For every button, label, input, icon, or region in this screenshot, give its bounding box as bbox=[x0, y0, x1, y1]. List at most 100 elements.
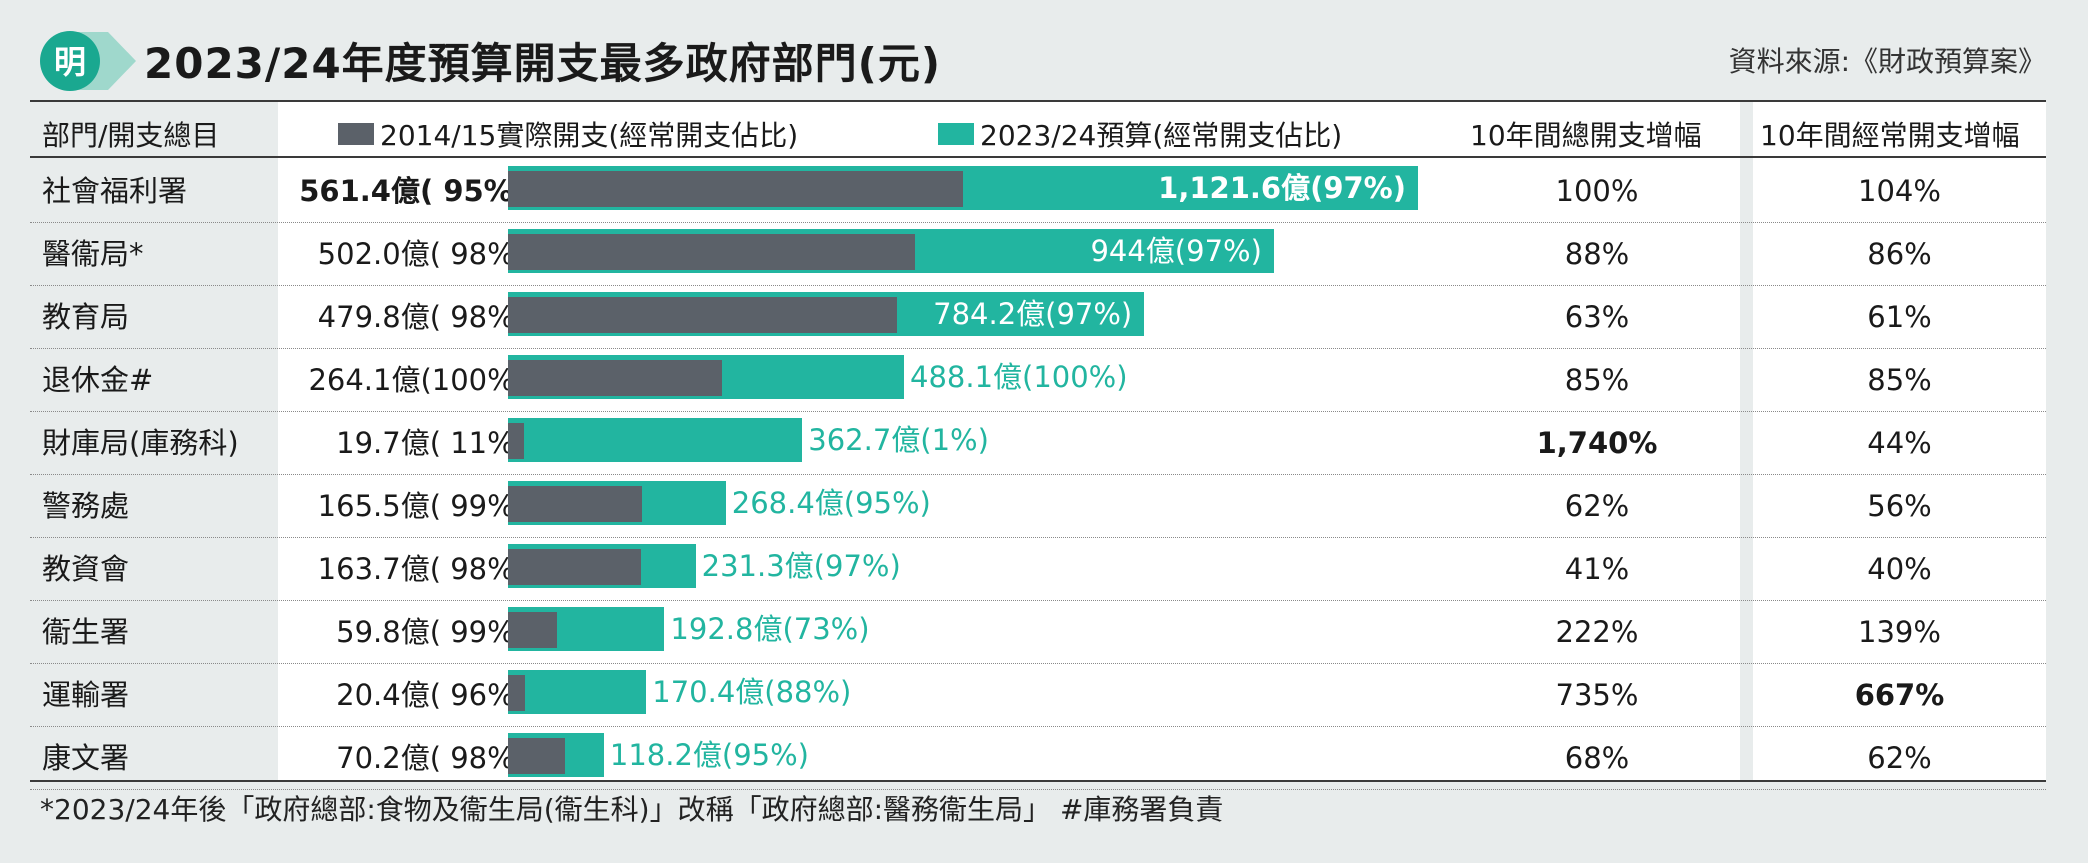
row-separator bbox=[30, 222, 2046, 223]
dept-label: 衞生署 bbox=[42, 615, 130, 649]
bar-2014-15 bbox=[508, 171, 964, 207]
bar-2014-15 bbox=[508, 738, 565, 774]
row-separator bbox=[30, 663, 2046, 664]
table-row: 社會福利署 561.4億( 95%) 1,121.6億(97%) 100% 104% bbox=[30, 160, 2046, 223]
dept-label: 社會福利署 bbox=[42, 174, 188, 208]
old-value-label: 163.7億( 98%) bbox=[317, 552, 526, 586]
table-row: 退休金# 264.1億(100%) 488.1億(100%) 85% 85% bbox=[30, 349, 2046, 412]
row-separator bbox=[30, 600, 2046, 601]
dept-label: 運輸署 bbox=[42, 678, 130, 712]
dept-label: 警務處 bbox=[42, 489, 130, 523]
row-separator bbox=[30, 474, 2046, 475]
old-value-label: 20.4億( 96%) bbox=[336, 678, 526, 712]
dept-label: 教資會 bbox=[42, 552, 130, 586]
bar-2014-15 bbox=[508, 234, 916, 270]
old-value-label: 19.7億( 11%) bbox=[336, 426, 526, 460]
bar-2014-15 bbox=[508, 675, 525, 711]
legend-old-swatch bbox=[338, 123, 374, 145]
header-rule bbox=[30, 156, 2046, 158]
table-row: 運輸署 20.4億( 96%) 170.4億(88%) 735% 667% bbox=[30, 664, 2046, 727]
new-value-label: 944億(97%) bbox=[1090, 234, 1262, 268]
legend-old: 2014/15實際開支(經常開支佔比) bbox=[338, 114, 798, 154]
growth-recurrent-value: 85% bbox=[1867, 363, 1932, 397]
bar-2023-24 bbox=[508, 670, 647, 714]
row-separator bbox=[30, 789, 2046, 790]
logo-text: 明 bbox=[54, 43, 86, 81]
row-separator bbox=[30, 285, 2046, 286]
dept-column-header: 部門/開支總目 bbox=[42, 119, 220, 152]
source-text: 資料來源:《財政預算案》 bbox=[1728, 45, 2046, 78]
new-value-label: 170.4億(88%) bbox=[652, 675, 852, 709]
growth-recurrent-value: 61% bbox=[1867, 300, 1932, 334]
table-row: 警務處 165.5億( 99%) 268.4億(95%) 62% 56% bbox=[30, 475, 2046, 538]
chart-table: 部門/開支總目 2014/15實際開支(經常開支佔比) 2023/24預算(經常… bbox=[30, 100, 2046, 790]
table-row: 康文署 70.2億( 98%) 118.2億(95%) 68% 62% bbox=[30, 727, 2046, 790]
growth-recurrent-value: 44% bbox=[1867, 426, 1932, 460]
old-value-label: 502.0億( 98%) bbox=[317, 237, 526, 271]
dept-label: 教育局 bbox=[42, 300, 130, 334]
old-value-label: 165.5億( 99%) bbox=[317, 489, 526, 523]
table-row: 教資會 163.7億( 98%) 231.3億(97%) 41% 40% bbox=[30, 538, 2046, 601]
row-separator bbox=[30, 411, 2046, 412]
new-value-label: 268.4億(95%) bbox=[731, 486, 931, 520]
row-separator bbox=[30, 726, 2046, 727]
bar-2014-15 bbox=[508, 486, 643, 522]
legend-old-label: 2014/15實際開支(經常開支佔比) bbox=[380, 119, 799, 152]
dept-label: 醫衞局* bbox=[42, 237, 144, 271]
old-value-label: 59.8億( 99%) bbox=[336, 615, 526, 649]
old-value-label: 561.4億( 95%) bbox=[299, 174, 526, 208]
bar-2014-15 bbox=[508, 423, 524, 459]
growth-total-value: 88% bbox=[1564, 237, 1630, 271]
growth-total-value: 62% bbox=[1564, 489, 1630, 523]
growth-recurrent-value: 86% bbox=[1867, 237, 1932, 271]
growth-recurrent-value: 40% bbox=[1867, 552, 1932, 586]
growth-total-value: 85% bbox=[1564, 363, 1630, 397]
growth-total-value: 1,740% bbox=[1536, 426, 1658, 460]
legend-new-label: 2023/24預算(經常開支佔比) bbox=[980, 119, 1343, 152]
mingpao-logo-icon: 明 bbox=[40, 31, 136, 91]
growth-total-header: 10年間總開支增幅 bbox=[1470, 119, 1702, 152]
legend-new: 2023/24預算(經常開支佔比) bbox=[938, 114, 1342, 154]
bar-2014-15 bbox=[508, 297, 898, 333]
old-value-label: 479.8億( 98%) bbox=[317, 300, 526, 334]
new-value-label: 192.8億(73%) bbox=[670, 612, 870, 646]
row-separator bbox=[30, 537, 2046, 538]
bar-panel bbox=[278, 102, 1480, 782]
bar-2014-15 bbox=[508, 360, 723, 396]
new-value-label: 784.2億(97%) bbox=[933, 297, 1133, 331]
bar-2014-15 bbox=[508, 612, 557, 648]
growth-total-value: 41% bbox=[1564, 552, 1630, 586]
dept-label: 財庫局(庫務科) bbox=[42, 426, 239, 460]
new-value-label: 488.1億(100%) bbox=[910, 360, 1128, 394]
bar-2023-24 bbox=[508, 418, 803, 462]
growth-recurrent-panel bbox=[1753, 102, 2046, 782]
row-separator bbox=[30, 348, 2046, 349]
new-value-label: 231.3億(97%) bbox=[701, 549, 901, 583]
page-title: 2023/24年度預算開支最多政府部門(元) bbox=[144, 39, 942, 88]
dept-label: 康文署 bbox=[42, 741, 130, 775]
growth-total-value: 100% bbox=[1555, 174, 1639, 208]
growth-total-value: 735% bbox=[1555, 678, 1639, 712]
growth-recurrent-value: 104% bbox=[1858, 174, 1941, 208]
growth-total-value: 63% bbox=[1564, 300, 1630, 334]
table-row: 醫衞局* 502.0億( 98%) 944億(97%) 88% 86% bbox=[30, 223, 2046, 286]
new-value-label: 118.2億(95%) bbox=[609, 738, 809, 772]
old-value-label: 264.1億(100%) bbox=[308, 363, 526, 397]
footnote: *2023/24年後「政府總部:食物及衞生局(衞生科)」改稱「政府總部:醫務衞生… bbox=[40, 793, 1224, 826]
old-value-label: 70.2億( 98%) bbox=[336, 741, 526, 775]
bottom-rule bbox=[30, 780, 2046, 782]
table-row: 財庫局(庫務科) 19.7億( 11%) 362.7億(1%) 1,740% 44% bbox=[30, 412, 2046, 475]
growth-recurrent-value: 139% bbox=[1858, 615, 1941, 649]
new-value-label: 1,121.6億(97%) bbox=[1158, 171, 1406, 205]
growth-recurrent-value: 62% bbox=[1867, 741, 1932, 775]
table-row: 衞生署 59.8億( 99%) 192.8億(73%) 222% 139% bbox=[30, 601, 2046, 664]
legend-new-swatch bbox=[938, 123, 974, 145]
top-rule bbox=[30, 100, 2046, 102]
bar-2014-15 bbox=[508, 549, 641, 585]
dept-label: 退休金# bbox=[42, 363, 154, 397]
growth-total-value: 68% bbox=[1564, 741, 1630, 775]
new-value-label: 362.7億(1%) bbox=[808, 423, 989, 457]
table-row: 教育局 479.8億( 98%) 784.2億(97%) 63% 61% bbox=[30, 286, 2046, 349]
growth-recurrent-header: 10年間經常開支增幅 bbox=[1760, 119, 2020, 152]
growth-recurrent-value: 667% bbox=[1854, 678, 1945, 712]
